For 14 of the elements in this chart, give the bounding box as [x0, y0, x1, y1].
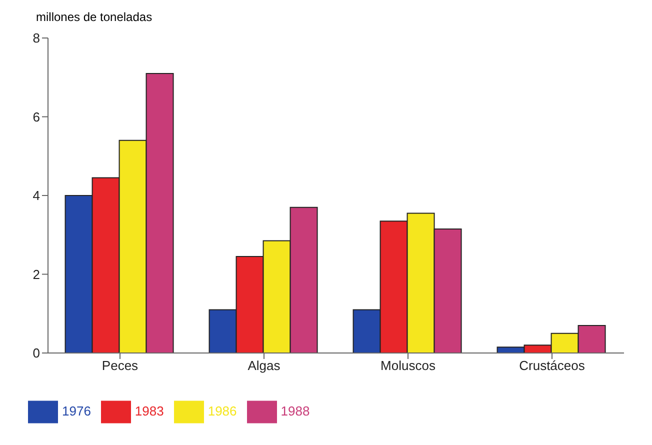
legend-label: 1976	[62, 403, 91, 418]
y-tick-label: 2	[32, 266, 40, 282]
y-tick-label: 6	[32, 109, 40, 124]
x-tick-label: Crustáceos	[519, 358, 586, 374]
y-tick-label: 0	[32, 346, 40, 361]
x-tick-label: Moluscos	[380, 358, 436, 374]
x-tick-label: Peces	[102, 358, 139, 374]
legend-label: 1983	[134, 403, 164, 418]
y-tick-label: 4	[32, 188, 40, 204]
y-tick-label: 8	[32, 30, 40, 46]
y-axis-title: millones de toneladas	[36, 10, 152, 24]
legend-label: 1986	[208, 403, 237, 418]
legend-label: 1988	[280, 403, 310, 418]
x-tick-label: Algas	[248, 358, 281, 374]
